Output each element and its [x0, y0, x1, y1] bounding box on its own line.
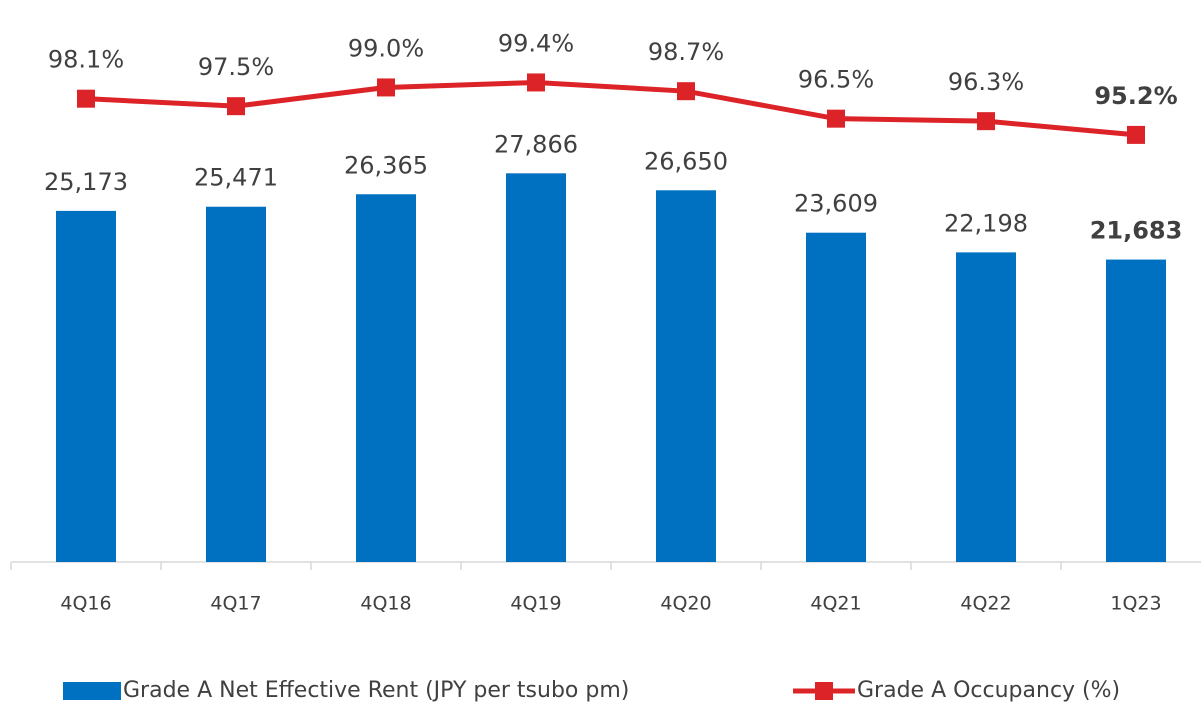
x-tick-label: 4Q20	[660, 593, 711, 615]
x-tick-label: 4Q18	[360, 593, 411, 615]
marker	[1127, 125, 1145, 144]
data-label: 95.2%	[1094, 82, 1177, 110]
legend-label: Grade A Net Effective Rent (JPY per tsub…	[123, 678, 629, 703]
data-label: 27,866	[494, 130, 578, 158]
data-label: 22,198	[944, 209, 1028, 237]
bar	[956, 252, 1016, 562]
data-label: 99.4%	[498, 29, 574, 57]
data-label: 25,471	[194, 164, 278, 192]
x-tick-label: 4Q19	[510, 593, 561, 615]
x-tick-label: 4Q17	[210, 593, 261, 615]
data-label: 26,365	[344, 151, 428, 179]
data-label: 96.3%	[948, 68, 1024, 96]
marker	[677, 82, 695, 101]
data-label: 26,650	[644, 147, 728, 175]
bar	[506, 173, 566, 562]
bar	[356, 194, 416, 562]
x-tick-label: 4Q22	[960, 593, 1011, 615]
data-label: 97.5%	[198, 53, 274, 81]
marker	[527, 73, 545, 92]
data-label: 99.0%	[348, 34, 424, 62]
bar	[656, 190, 716, 562]
data-label: 25,173	[44, 168, 128, 196]
data-label: 98.1%	[48, 46, 124, 74]
bar	[806, 232, 866, 562]
marker	[977, 112, 995, 131]
marker	[827, 109, 845, 128]
bar	[56, 210, 116, 562]
marker	[227, 97, 245, 116]
data-label: 23,609	[794, 190, 878, 218]
line	[85, 79, 1137, 138]
x-tick-label: 4Q21	[810, 593, 861, 615]
data-label: 98.7%	[648, 38, 724, 66]
legend-swatch	[63, 682, 121, 700]
legend-swatch	[815, 682, 833, 700]
data-label: 96.5%	[798, 66, 874, 94]
marker	[377, 78, 395, 97]
marker	[77, 89, 95, 108]
legend-label: Grade A Occupancy (%)	[857, 678, 1120, 703]
x-tick-label: 4Q16	[60, 593, 111, 615]
bar	[1106, 259, 1166, 562]
x-tick-label: 1Q23	[1110, 593, 1161, 615]
bar	[206, 206, 266, 562]
data-label: 21,683	[1090, 217, 1183, 245]
